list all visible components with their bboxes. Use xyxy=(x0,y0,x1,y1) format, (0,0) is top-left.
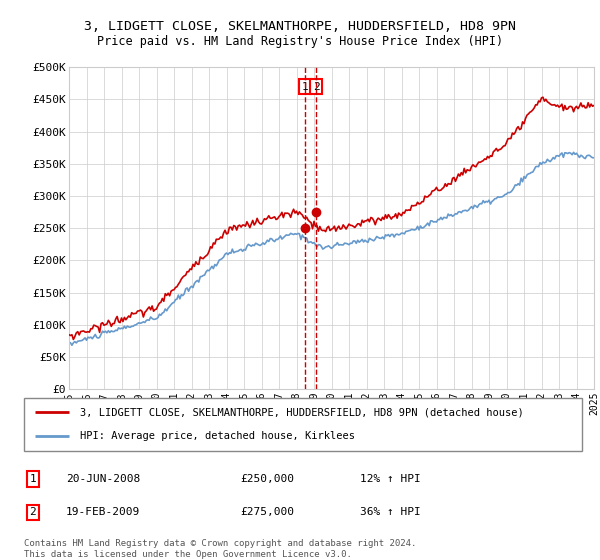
Text: £275,000: £275,000 xyxy=(240,507,294,517)
Text: 19-FEB-2009: 19-FEB-2009 xyxy=(66,507,140,517)
Text: 1: 1 xyxy=(29,474,37,484)
Text: 1: 1 xyxy=(301,82,308,91)
Text: 2: 2 xyxy=(29,507,37,517)
Text: 36% ↑ HPI: 36% ↑ HPI xyxy=(360,507,421,517)
Text: £250,000: £250,000 xyxy=(240,474,294,484)
Text: HPI: Average price, detached house, Kirklees: HPI: Average price, detached house, Kirk… xyxy=(80,431,355,441)
Text: 12% ↑ HPI: 12% ↑ HPI xyxy=(360,474,421,484)
FancyBboxPatch shape xyxy=(24,398,582,451)
Text: 3, LIDGETT CLOSE, SKELMANTHORPE, HUDDERSFIELD, HD8 9PN (detached house): 3, LIDGETT CLOSE, SKELMANTHORPE, HUDDERS… xyxy=(80,408,524,418)
Text: 3, LIDGETT CLOSE, SKELMANTHORPE, HUDDERSFIELD, HD8 9PN: 3, LIDGETT CLOSE, SKELMANTHORPE, HUDDERS… xyxy=(84,20,516,32)
Text: Price paid vs. HM Land Registry's House Price Index (HPI): Price paid vs. HM Land Registry's House … xyxy=(97,35,503,48)
Text: 2: 2 xyxy=(313,82,320,91)
Text: 20-JUN-2008: 20-JUN-2008 xyxy=(66,474,140,484)
Text: Contains HM Land Registry data © Crown copyright and database right 2024.
This d: Contains HM Land Registry data © Crown c… xyxy=(24,539,416,559)
